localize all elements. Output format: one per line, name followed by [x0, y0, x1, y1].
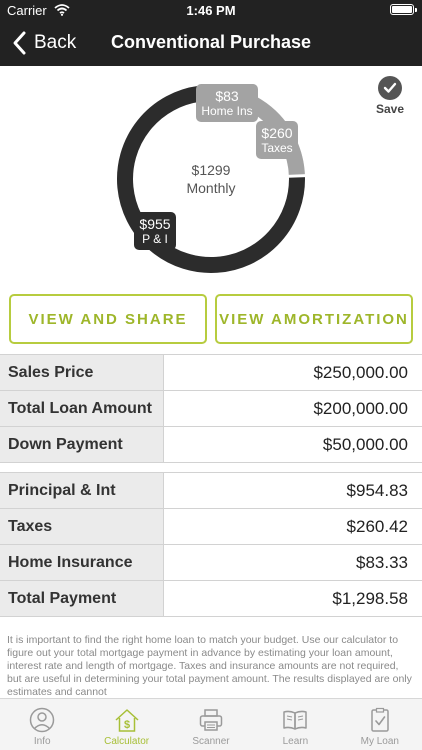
row-value: $250,000.00 — [313, 362, 408, 382]
tab-calculator[interactable]: $ Calculator — [84, 699, 168, 750]
back-button[interactable]: Back — [8, 28, 76, 58]
battery-icon — [390, 4, 417, 15]
tab-scanner[interactable]: Scanner — [169, 699, 253, 750]
house-dollar-icon: $ — [115, 709, 139, 732]
save-button[interactable]: Save — [374, 76, 406, 116]
tab-info[interactable]: Info — [0, 699, 84, 750]
table-row: Taxes $260.42 — [0, 509, 422, 545]
tab-label: Scanner — [192, 736, 230, 747]
save-label: Save — [375, 102, 405, 116]
tab-learn[interactable]: Learn — [253, 699, 337, 750]
view-and-share-button[interactable]: VIEW AND SHARE — [9, 294, 207, 344]
printer-icon — [199, 709, 223, 731]
tab-label: Learn — [282, 736, 309, 747]
wifi-icon — [54, 4, 70, 19]
badge-home-ins-label: Home Ins — [201, 104, 253, 118]
badge-home-ins: $83 Home Ins — [196, 84, 258, 122]
row-value: $954.83 — [346, 480, 408, 500]
clipboard-check-icon — [371, 707, 389, 732]
book-icon — [283, 710, 308, 730]
badge-pi-amount: $955 — [139, 216, 171, 232]
badge-taxes-label: Taxes — [261, 141, 293, 155]
payment-chart: $1299 Monthly $83 Home Ins $260 Taxes $9… — [0, 66, 422, 286]
view-amortization-button[interactable]: VIEW AMORTIZATION — [215, 294, 413, 344]
row-value: $260.42 — [346, 516, 408, 536]
tab-label: Info — [33, 736, 51, 747]
row-value: $1,298.58 — [332, 588, 408, 608]
row-label: Down Payment — [0, 427, 164, 462]
svg-text:$: $ — [124, 719, 130, 731]
monthly-total: $1299 — [191, 162, 231, 178]
tab-label: My Loan — [360, 736, 399, 747]
payment-breakdown-table: Principal & Int $954.83 Taxes $260.42 Ho… — [0, 472, 422, 617]
table-row: Sales Price $250,000.00 — [0, 355, 422, 391]
status-bar: Carrier 1:46 PM — [0, 0, 422, 20]
row-value: $200,000.00 — [313, 398, 408, 418]
row-label: Total Payment — [0, 581, 164, 616]
chevron-left-icon — [13, 31, 26, 55]
tab-bar: Info $ Calculator Scanner Learn — [0, 698, 422, 750]
badge-home-ins-amount: $83 — [215, 88, 239, 104]
row-value: $83.33 — [356, 552, 408, 572]
row-label: Total Loan Amount — [0, 391, 164, 426]
badge-pi-label: P & I — [142, 232, 168, 246]
row-label: Sales Price — [0, 355, 164, 390]
carrier-label: Carrier — [7, 3, 47, 18]
disclaimer-text: It is important to find the right home l… — [7, 634, 412, 698]
table-row: Principal & Int $954.83 — [0, 473, 422, 509]
badge-taxes-amount: $260 — [261, 125, 293, 141]
donut-separator — [287, 174, 306, 178]
tab-label: Calculator — [104, 736, 150, 747]
nav-bar: Back Conventional Purchase — [0, 20, 422, 66]
monthly-label: Monthly — [186, 180, 236, 196]
row-label: Taxes — [0, 509, 164, 544]
table-row: Total Payment $1,298.58 — [0, 581, 422, 617]
loan-summary-table: Sales Price $250,000.00 Total Loan Amoun… — [0, 354, 422, 463]
row-label: Principal & Int — [0, 473, 164, 508]
badge-taxes: $260 Taxes — [256, 121, 298, 159]
table-row: Total Loan Amount $200,000.00 — [0, 391, 422, 427]
back-label: Back — [34, 32, 77, 53]
row-value: $50,000.00 — [322, 434, 408, 454]
page-title: Conventional Purchase — [110, 32, 312, 52]
table-row: Home Insurance $83.33 — [0, 545, 422, 581]
row-label: Home Insurance — [0, 545, 164, 580]
clock: 1:46 PM — [186, 3, 236, 18]
table-row: Down Payment $50,000.00 — [0, 427, 422, 463]
checkmark-icon — [378, 76, 402, 100]
person-icon — [29, 707, 55, 733]
tab-my-loan[interactable]: My Loan — [338, 699, 422, 750]
badge-principal-interest: $955 P & I — [134, 212, 176, 250]
